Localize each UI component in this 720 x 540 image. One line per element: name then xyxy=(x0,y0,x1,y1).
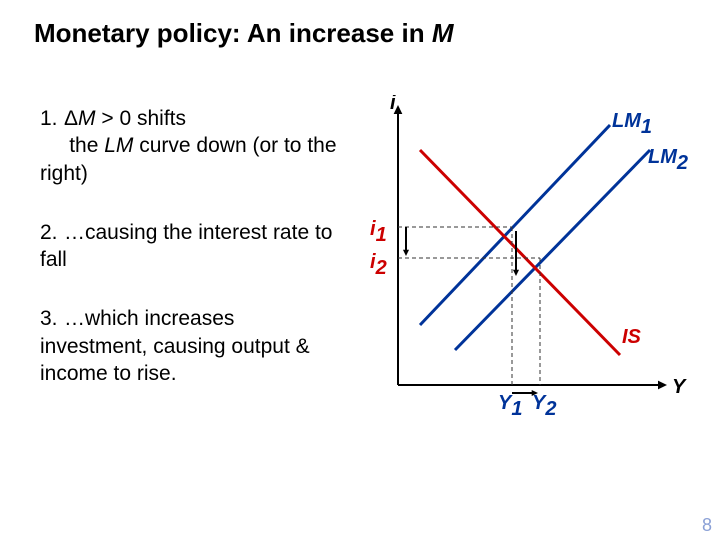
bullet-3-num: 3. xyxy=(40,305,64,332)
svg-text:Y2: Y2 xyxy=(532,392,556,415)
svg-text:i: i xyxy=(390,95,396,114)
bullet-1-num: 1. xyxy=(40,105,64,132)
svg-text:LM2: LM2 xyxy=(648,146,688,174)
bullet-3: 3.…which increases investment, causing o… xyxy=(40,305,340,387)
svg-text:LM1: LM1 xyxy=(612,110,652,138)
svg-text:IS: IS xyxy=(622,326,642,348)
svg-text:i2: i2 xyxy=(370,251,387,279)
bullet-1: 1.ΔM > 0 shifts the LM curve down (or to… xyxy=(40,105,340,187)
svg-text:i1: i1 xyxy=(370,218,387,246)
title-text: Monetary policy: An increase in xyxy=(34,18,432,48)
page-number: 8 xyxy=(702,515,712,536)
svg-text:Y1: Y1 xyxy=(498,392,522,415)
bullet-list: 1.ΔM > 0 shifts the LM curve down (or to… xyxy=(40,105,340,419)
title-var: M xyxy=(432,18,454,48)
islm-chart: i Y LM1 LM2 IS i1 i2 Y1 Y2 xyxy=(360,95,690,415)
bullet-2: 2.…causing the interest rate to fall xyxy=(40,219,340,274)
svg-text:Y: Y xyxy=(672,376,687,398)
bullet-2-num: 2. xyxy=(40,219,64,246)
slide-title: Monetary policy: An increase in M xyxy=(34,18,453,49)
